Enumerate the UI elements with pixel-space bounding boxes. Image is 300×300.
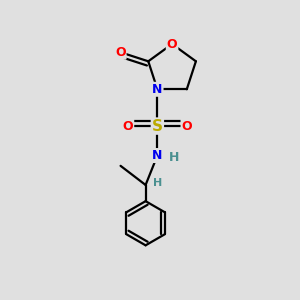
Text: O: O (123, 120, 133, 133)
Text: O: O (167, 38, 177, 50)
Text: N: N (152, 149, 163, 162)
Text: N: N (152, 83, 163, 96)
Text: O: O (115, 46, 126, 59)
Text: H: H (168, 152, 179, 164)
Text: O: O (182, 120, 192, 133)
Text: S: S (152, 118, 163, 134)
Text: H: H (153, 178, 162, 188)
